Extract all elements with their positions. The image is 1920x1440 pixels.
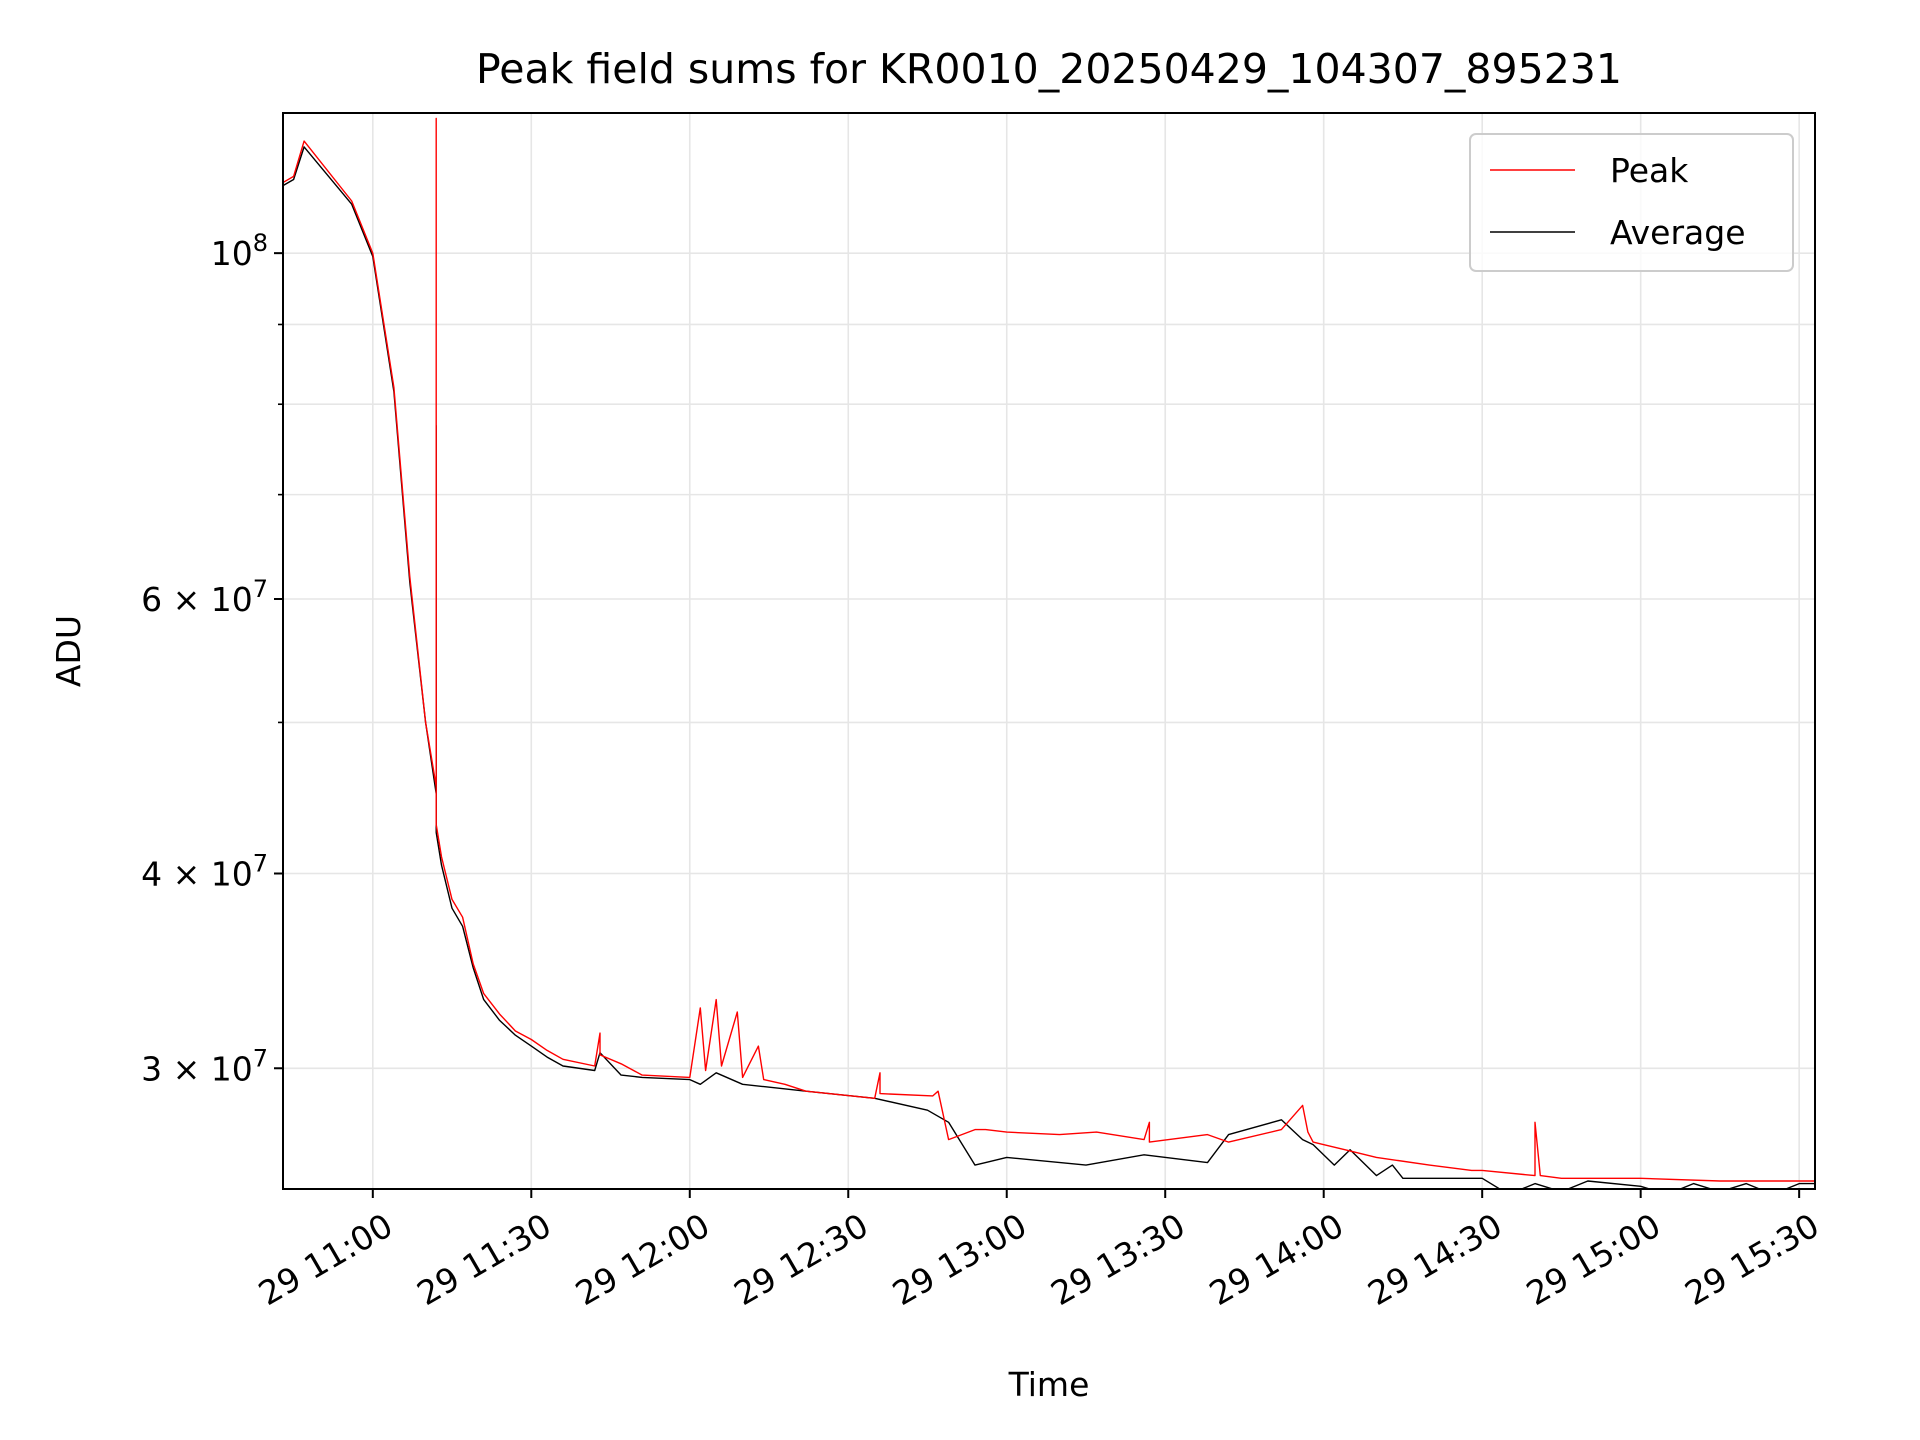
legend-box: [1469, 133, 1794, 272]
y-tick-label: 108: [211, 229, 268, 273]
legend-label-average: Average: [1610, 213, 1746, 252]
legend: Peak Average: [1469, 133, 1794, 272]
legend-label-peak: Peak: [1610, 151, 1689, 190]
chart-title: Peak field sums for KR0010_20250429_1043…: [476, 45, 1622, 93]
x-axis-label: Time: [1008, 1365, 1090, 1404]
plot-frame: [282, 112, 1816, 1190]
series-layer: [283, 117, 1815, 1189]
y-axis-label: ADU: [49, 615, 88, 687]
y-axis: 108 6 × 107 4 × 107 3 × 107: [141, 229, 283, 1088]
y-tick-label: 6 × 107: [141, 575, 268, 619]
series-line-peak: [283, 117, 1815, 1182]
y-tick-label: 3 × 107: [141, 1044, 268, 1088]
y-tick-label: 4 × 107: [141, 850, 268, 894]
